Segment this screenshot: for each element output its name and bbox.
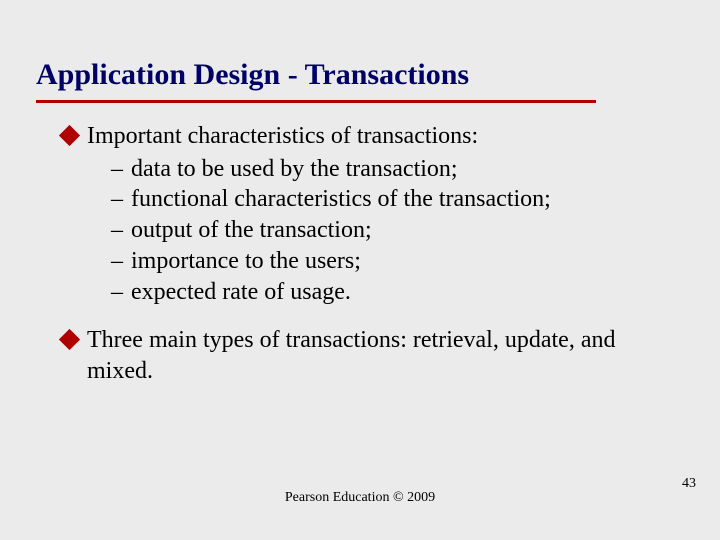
dash-icon: – — [111, 154, 123, 185]
bullet-text: Three main types of transactions: retrie… — [87, 327, 615, 384]
slide: Application Design - Transactions Import… — [0, 0, 720, 540]
sub-text: importance to the users; — [131, 246, 361, 277]
slide-title: Application Design - Transactions — [36, 58, 684, 98]
sub-item: – expected rate of usage. — [111, 277, 664, 308]
bullet-item: Three main types of transactions: retrie… — [62, 325, 664, 386]
bullet-body: Three main types of transactions: retrie… — [87, 325, 664, 386]
bullet-item: Important characteristics of transaction… — [62, 121, 664, 307]
sub-text: expected rate of usage. — [131, 277, 351, 308]
sub-text: data to be used by the transaction; — [131, 154, 458, 185]
diamond-icon — [59, 329, 80, 350]
sub-text: functional characteristics of the transa… — [131, 184, 551, 215]
dash-icon: – — [111, 184, 123, 215]
diamond-icon — [59, 125, 80, 146]
dash-icon: – — [111, 277, 123, 308]
sub-item: – functional characteristics of the tran… — [111, 184, 664, 215]
sub-list: – data to be used by the transaction; – … — [87, 154, 664, 308]
page-number: 43 — [682, 476, 696, 492]
slide-content: Important characteristics of transaction… — [36, 121, 684, 387]
sub-text: output of the transaction; — [131, 215, 372, 246]
title-underline — [36, 100, 596, 103]
sub-item: – data to be used by the transaction; — [111, 154, 664, 185]
bullet-text: Important characteristics of transaction… — [87, 123, 478, 149]
sub-item: – output of the transaction; — [111, 215, 664, 246]
dash-icon: – — [111, 215, 123, 246]
footer-text: Pearson Education © 2009 — [0, 490, 720, 506]
sub-item: – importance to the users; — [111, 246, 664, 277]
dash-icon: – — [111, 246, 123, 277]
bullet-body: Important characteristics of transaction… — [87, 121, 664, 307]
